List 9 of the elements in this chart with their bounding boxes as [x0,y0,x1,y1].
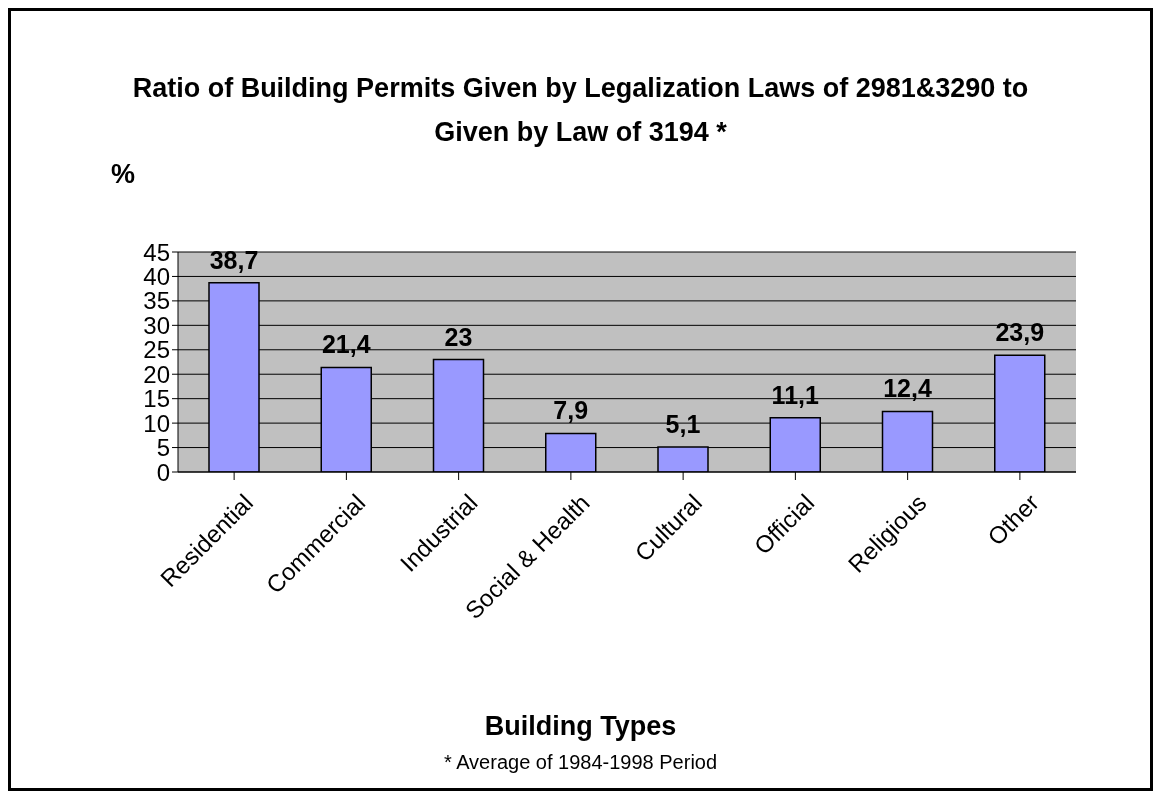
data-label: 23 [444,322,473,351]
data-label: 12,4 [883,374,932,403]
data-label: 7,9 [553,396,589,425]
data-label: 23,9 [995,318,1045,347]
chart-title: Ratio of Building Permits Given by Legalization Laws of 2981&3290 to Given by Law of 3194 * [131,72,1030,149]
text: * Average of 1984-1998 Period [442,751,719,774]
data-label: 38,7 [209,245,259,274]
x-axis-title: Building Types [483,711,678,742]
y-axis-title: % [111,159,136,190]
